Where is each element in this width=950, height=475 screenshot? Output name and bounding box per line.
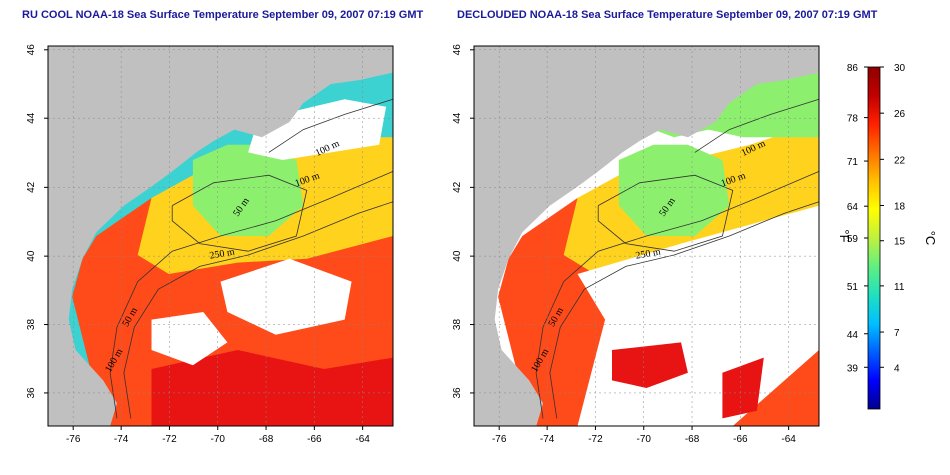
x-tick-label: -68 [685, 434, 700, 445]
isobath-line [694, 98, 820, 153]
x-tick-label: -76 [66, 434, 81, 445]
x-tick-label: -76 [492, 434, 507, 445]
colorbar-f-tick-label: 71 [847, 157, 859, 168]
y-tick-label: 46 [26, 44, 37, 56]
isobath-line [109, 171, 394, 419]
x-tick-label: -74 [540, 434, 555, 445]
y-tick-label: 42 [26, 181, 37, 193]
sst-hot-patch [612, 342, 688, 388]
isobath-line [535, 171, 820, 419]
isobath-label: 250 m [635, 246, 662, 261]
colorbar-c-tick-label: 4 [894, 363, 900, 374]
colorbar-f-tick-label: 44 [847, 330, 859, 341]
colorbar-unit-f: °F [837, 229, 852, 242]
colorbar-c-tick-label: 15 [894, 237, 906, 248]
x-tick-label: -72 [162, 434, 177, 445]
colorbar-c-tick-label: 30 [894, 63, 906, 74]
x-tick-label: -70 [637, 434, 652, 445]
x-tick-label: -66 [307, 434, 322, 445]
left-panel-title: RU COOL NOAA-18 Sea Surface Temperature … [22, 9, 424, 21]
x-tick-label: -64 [781, 434, 796, 445]
colorbar-f-tick-label: 39 [847, 363, 859, 374]
y-tick-label: 36 [26, 387, 37, 399]
x-tick-label: -68 [259, 434, 274, 445]
isobath-line [123, 201, 394, 419]
sst-cool-region [192, 144, 304, 236]
colorbar-unit-c: °C [923, 231, 938, 246]
cloud-mask [151, 312, 228, 366]
colorbar-f-tick-label: 64 [847, 202, 859, 213]
isobath-line [597, 174, 734, 252]
colorbar-c-tick-label: 18 [894, 202, 906, 213]
map-frame [473, 45, 820, 427]
y-tick-label: 44 [452, 112, 463, 124]
colorbar-f-tick-label: 59 [847, 234, 859, 245]
land-mass [474, 46, 819, 426]
land-mass [48, 46, 393, 426]
colorbar-scale [867, 66, 881, 410]
x-tick-label: -72 [588, 434, 603, 445]
x-tick-label: -70 [211, 434, 226, 445]
map-frame [47, 45, 394, 427]
y-tick-label: 40 [452, 250, 463, 262]
isobath-line [549, 201, 820, 419]
colorbar: 86 78 71 64 59 51 44 39 30 26 22 18 15 11 7 4 °F °C [837, 63, 938, 410]
colorbar-f-tick-label: 51 [847, 282, 859, 293]
right-panel-title: DECLOUDED NOAA-18 Sea Surface Temperatur… [457, 9, 878, 21]
y-tick-label: 44 [26, 112, 37, 124]
y-tick-label: 38 [26, 319, 37, 331]
colorbar-f-tick-label: 86 [847, 63, 859, 74]
isobath-line [268, 98, 394, 153]
cloud-mask [220, 258, 352, 335]
sst-cool-region [618, 144, 730, 236]
colorbar-c-tick-label: 11 [894, 282, 905, 293]
x-tick-label: -74 [114, 434, 129, 445]
colorbar-c-tick-label: 22 [894, 155, 906, 166]
sst-hot-region [151, 350, 393, 426]
y-tick-label: 38 [452, 319, 463, 331]
sst-hot-patch [722, 357, 764, 419]
colorbar-f-tick-label: 78 [847, 114, 859, 125]
y-tick-label: 40 [26, 250, 37, 262]
x-tick-label: -64 [355, 434, 370, 445]
isobath-line [171, 174, 308, 252]
colorbar-c-tick-label: 26 [894, 109, 906, 120]
colorbar-c-tick-label: 7 [894, 328, 900, 339]
y-tick-label: 36 [452, 387, 463, 399]
y-tick-label: 46 [452, 44, 463, 56]
y-tick-label: 42 [452, 181, 463, 193]
isobath-label: 250 m [209, 246, 236, 261]
x-tick-label: -66 [733, 434, 748, 445]
cloud-mask [248, 99, 387, 160]
